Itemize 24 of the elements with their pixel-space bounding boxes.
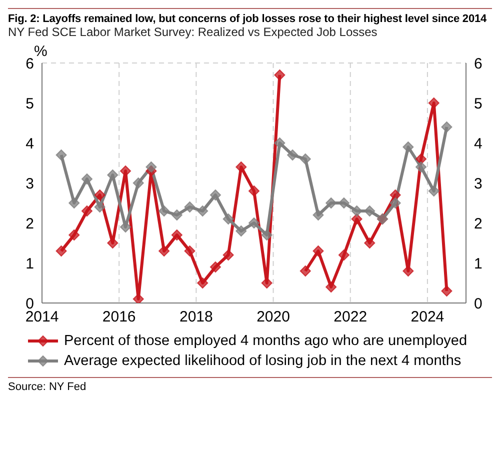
x-tick-label: 2016 xyxy=(102,308,136,326)
legend-label: Percent of those employed 4 months ago who are unemployed xyxy=(64,332,468,351)
source-note: Source: NY Fed xyxy=(8,381,88,393)
x-tick-label: 2022 xyxy=(334,308,368,326)
chart-subtitle: NY Fed SCE Labor Market Survey: Realized vs Expected Job Losses xyxy=(8,25,378,39)
y-tick-label: 3 xyxy=(26,175,34,192)
y-tick-label: 1 xyxy=(26,255,34,272)
y2-tick-label: 1 xyxy=(474,255,482,272)
y2-tick-label: 2 xyxy=(474,215,482,232)
y2-tick-label: 5 xyxy=(474,95,482,112)
y-tick-label: 4 xyxy=(26,135,34,152)
y2-tick-label: 3 xyxy=(474,175,482,192)
y2-tick-label: 0 xyxy=(474,295,482,312)
y-tick-label: 5 xyxy=(26,95,34,112)
y2-tick-label: 4 xyxy=(474,135,482,152)
chart-title: Fig. 2: Layoffs remained low, but concerns of job losses rose to their highest level since 2014 xyxy=(8,13,488,25)
legend-label: Average expected likelihood of losing job in the next 4 months xyxy=(64,352,462,371)
y-tick-label: 6 xyxy=(26,55,34,72)
x-tick-label: 2024 xyxy=(410,308,444,326)
y2-tick-label: 6 xyxy=(474,55,482,72)
y-tick-label: 2 xyxy=(26,215,34,232)
y-axis-title: % xyxy=(34,43,48,60)
x-tick-label: 2020 xyxy=(256,308,290,326)
x-tick-label: 2018 xyxy=(179,308,213,326)
